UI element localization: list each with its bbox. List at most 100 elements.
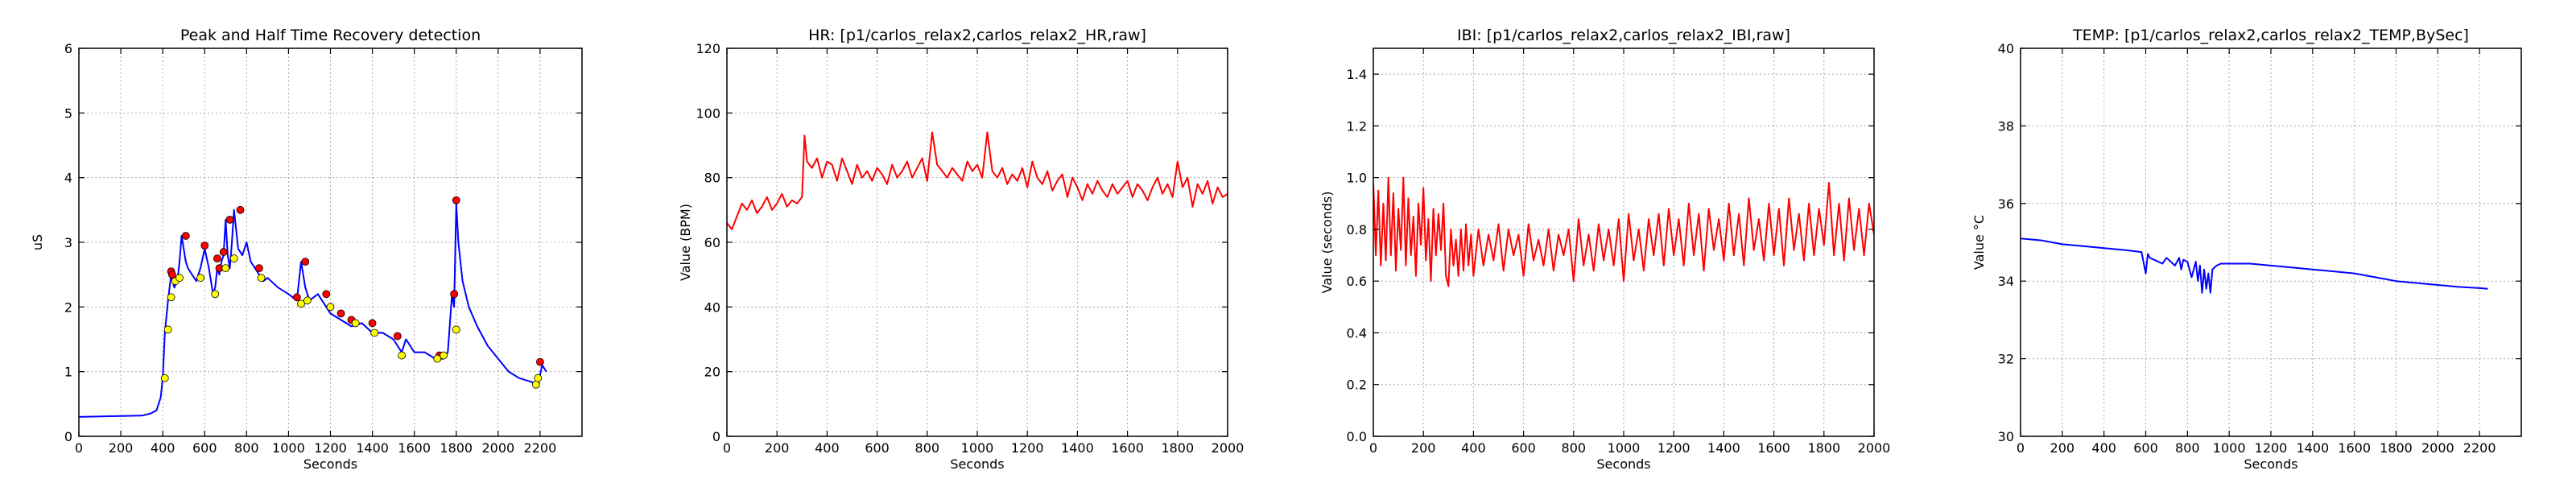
recovery-marker — [297, 299, 305, 308]
recovery-marker — [351, 319, 360, 328]
x-tick-label: 1800 — [440, 440, 473, 456]
chart-title: HR: [p1/carlos_relax2,carlos_relax2_HR,r… — [808, 27, 1146, 44]
y-tick-label: 0.4 — [1347, 325, 1367, 341]
x-tick-label: 1400 — [1061, 440, 1094, 456]
peaks-marker — [255, 264, 263, 273]
x-tick-label: 800 — [234, 440, 259, 456]
y-tick-label: 3 — [64, 235, 72, 250]
x-axis-label: Seconds — [2244, 456, 2297, 472]
x-tick-label: 1200 — [2255, 440, 2288, 456]
chart-title: TEMP: [p1/carlos_relax2,carlos_relax2_TE… — [2072, 27, 2469, 44]
recovery-marker — [398, 351, 406, 360]
x-tick-label: 1600 — [2338, 440, 2371, 456]
y-tick-label: 0.0 — [1347, 429, 1367, 444]
x-tick-label: 200 — [109, 440, 134, 456]
peaks-marker — [301, 258, 310, 266]
recovery-marker — [167, 293, 175, 302]
y-tick-label: 0.8 — [1347, 222, 1367, 237]
chart-ibi: 0 200 400 600 800 1000 1200 1400 1600 1800 2000 0.0… — [1319, 27, 1890, 472]
x-tick-label: 1400 — [2296, 440, 2329, 456]
recovery-marker — [175, 274, 184, 283]
series-line-0 — [1373, 176, 1874, 287]
recovery-marker — [531, 380, 540, 389]
recovery-marker — [257, 274, 266, 283]
peaks-marker — [536, 357, 544, 366]
y-tick-label: 60 — [704, 235, 720, 250]
x-tick-label: 200 — [1411, 440, 1436, 456]
x-tick-label: 1600 — [1111, 440, 1144, 456]
y-tick-label: 0.6 — [1347, 274, 1367, 289]
x-tick-label: 600 — [1511, 440, 1536, 456]
x-tick-label: 400 — [151, 440, 175, 456]
x-tick-label: 1600 — [398, 440, 431, 456]
x-tick-label: 600 — [192, 440, 217, 456]
y-tick-label: 4 — [64, 171, 72, 186]
y-axis-label: Value (seconds) — [1319, 192, 1335, 294]
x-tick-label: 800 — [915, 440, 940, 456]
chart-title: Peak and Half Time Recovery detection — [180, 27, 481, 44]
y-tick-label: 34 — [1998, 274, 2014, 289]
y-tick-label: 100 — [696, 105, 720, 121]
x-tick-label: 2000 — [1212, 440, 1245, 456]
x-tick-label: 600 — [865, 440, 890, 456]
x-tick-label: 600 — [2133, 440, 2158, 456]
y-tick-label: 0 — [712, 429, 720, 444]
x-tick-label: 1800 — [1807, 440, 1840, 456]
peaks-marker — [368, 319, 377, 328]
x-tick-label: 2000 — [1858, 440, 1891, 456]
x-tick-label: 1000 — [961, 440, 994, 456]
recovery-marker — [221, 264, 230, 273]
recovery-marker — [196, 274, 204, 283]
y-axis-label: Value °C — [1971, 215, 1987, 270]
x-tick-label: 1000 — [272, 440, 305, 456]
series-line-0 — [2021, 237, 2488, 294]
x-tick-label: 0 — [1369, 440, 1377, 456]
recovery-marker — [440, 351, 448, 360]
x-tick-label: 1200 — [1657, 440, 1690, 456]
x-tick-label: 1400 — [356, 440, 389, 456]
y-tick-label: 1.2 — [1347, 118, 1367, 134]
y-tick-label: 36 — [1998, 196, 2014, 212]
recovery-marker — [211, 290, 220, 299]
x-tick-label: 0 — [723, 440, 731, 456]
x-tick-label: 400 — [815, 440, 840, 456]
x-tick-label: 1000 — [1608, 440, 1641, 456]
peaks-marker — [213, 254, 221, 262]
recovery-marker — [534, 374, 543, 382]
y-tick-label: 1.0 — [1347, 171, 1367, 186]
y-tick-label: 5 — [64, 105, 72, 121]
peaks-marker — [219, 248, 228, 256]
x-tick-label: 1200 — [314, 440, 347, 456]
series-line-0 — [79, 202, 547, 418]
chart-hr: 0 200 400 600 800 1000 1200 1400 1600 1800 2000 0 20… — [678, 27, 1244, 472]
chart-title: IBI: [p1/carlos_relax2,carlos_relax2_IBI… — [1457, 27, 1790, 44]
x-tick-label: 200 — [765, 440, 790, 456]
peaks-marker — [393, 332, 402, 341]
x-axis-label: Seconds — [303, 456, 357, 472]
x-tick-label: 2200 — [524, 440, 557, 456]
recovery-marker — [160, 374, 169, 382]
peaks-marker — [292, 293, 301, 302]
peaks-marker — [167, 270, 176, 279]
y-tick-label: 38 — [1998, 118, 2014, 134]
y-tick-label: 20 — [704, 365, 720, 380]
y-tick-label: 0 — [64, 429, 72, 444]
y-tick-label: 1 — [64, 365, 72, 380]
peaks-marker — [450, 290, 459, 299]
recovery-marker — [452, 325, 460, 334]
y-axis-label: uS — [30, 234, 45, 250]
y-tick-label: 120 — [696, 41, 720, 56]
peaks-marker — [181, 232, 190, 240]
x-tick-label: 800 — [2175, 440, 2200, 456]
x-axis-label: Seconds — [1596, 456, 1650, 472]
x-tick-label: 2000 — [481, 440, 514, 456]
peaks-marker — [336, 309, 345, 318]
y-tick-label: 1.4 — [1347, 67, 1367, 82]
recovery-marker — [163, 325, 172, 334]
recovery-marker — [303, 296, 312, 305]
x-tick-label: 0 — [2017, 440, 2025, 456]
x-tick-label: 400 — [2091, 440, 2116, 456]
y-tick-label: 0.2 — [1347, 378, 1367, 393]
peaks-marker — [452, 196, 460, 204]
